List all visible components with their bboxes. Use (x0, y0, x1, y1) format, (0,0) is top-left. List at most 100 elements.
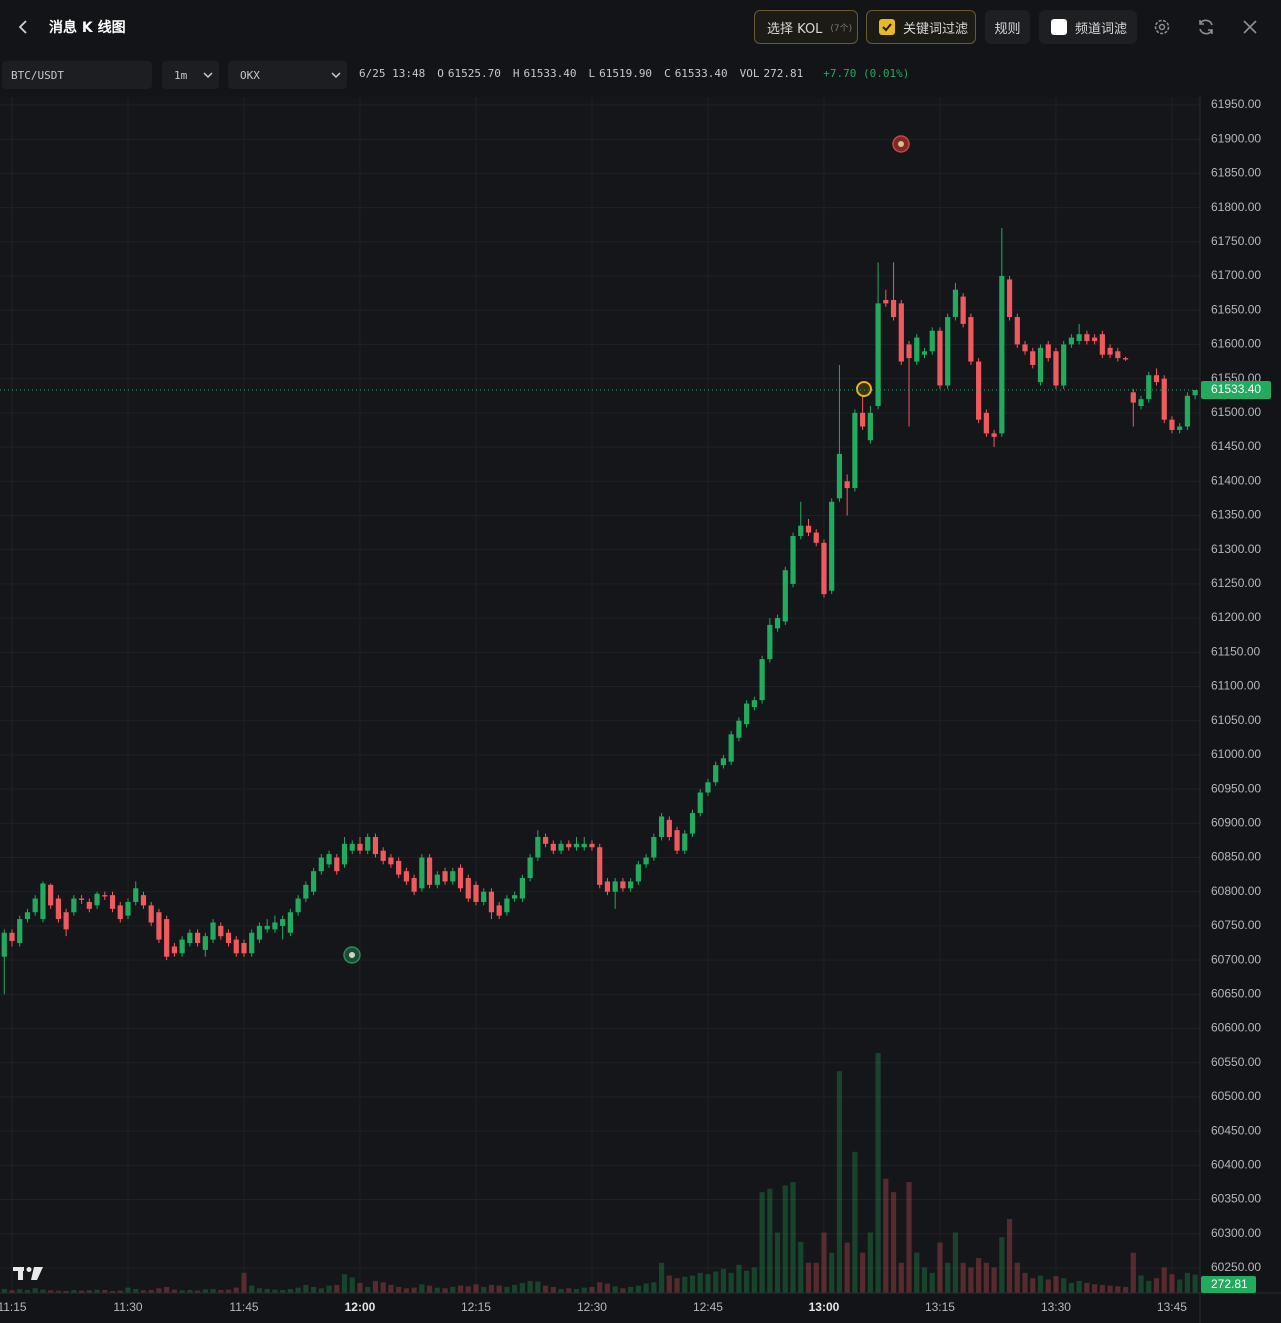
legend-value: 272.81 (763, 67, 804, 80)
refresh-icon[interactable] (1197, 18, 1215, 36)
x-tick-label: 13:15 (925, 1300, 955, 1314)
news-marker[interactable] (856, 381, 872, 397)
kol-button[interactable]: 选择 KOL (7个) (754, 10, 858, 44)
volume-bar (852, 1151, 858, 1293)
volume-bar (1169, 1274, 1175, 1293)
candle-body (512, 895, 518, 899)
checkbox-unchecked[interactable] (1051, 19, 1067, 35)
volume-bar (713, 1271, 719, 1293)
candle-body (535, 836, 541, 858)
volume-bar (728, 1272, 734, 1293)
volume-bar (102, 1289, 108, 1293)
back-button[interactable] (16, 19, 30, 35)
candle-body (457, 867, 464, 889)
legend-value: 61519.90 (599, 67, 653, 80)
candle-body (674, 830, 680, 851)
y-tick-label: 61450.00 (1211, 439, 1261, 453)
y-tick-label: 60400.00 (1211, 1158, 1261, 1172)
volume-bar (17, 1289, 23, 1293)
candle-body (341, 843, 348, 865)
volume-bar (1092, 1284, 1098, 1293)
candle-body (566, 843, 572, 848)
candle-body (156, 912, 162, 940)
candle-body (310, 871, 317, 892)
candle-body (473, 884, 479, 902)
volume-bar (612, 1286, 618, 1293)
volume-bar (1068, 1282, 1075, 1293)
volume-bar (457, 1285, 464, 1293)
candle-body (736, 720, 742, 738)
volume-bar (349, 1277, 355, 1293)
close-icon[interactable] (1242, 19, 1258, 35)
candle-body (519, 878, 525, 899)
symbol-input[interactable]: BTC/USDT (2, 61, 152, 89)
channel-filter[interactable]: 频道词滤 (1039, 10, 1137, 44)
candle-body (1014, 317, 1020, 345)
volume-bar (960, 1262, 966, 1293)
candle-body (249, 932, 255, 954)
volume-bar (326, 1285, 332, 1293)
volume-bar (883, 1178, 889, 1293)
volume-bar (519, 1282, 525, 1293)
volume-bar (1130, 1252, 1136, 1293)
candle-body (798, 525, 804, 536)
candle-body (1061, 344, 1067, 386)
y-tick-label: 61050.00 (1211, 713, 1261, 727)
candle-body (1184, 395, 1191, 427)
checkbox-checked[interactable] (879, 19, 895, 35)
volume-bar (341, 1274, 348, 1293)
candle-body (71, 898, 77, 913)
candle-body (55, 898, 61, 920)
volume-bar (179, 1290, 185, 1293)
volume-bar (1061, 1278, 1067, 1293)
settings-icon[interactable] (1153, 18, 1171, 36)
candle-body (94, 893, 100, 906)
candle-body (1084, 334, 1090, 342)
volume-bar (473, 1284, 479, 1293)
exchange-select[interactable]: OKX (228, 61, 347, 89)
rules-label: 规则 (994, 21, 1021, 37)
candle-body (542, 836, 549, 844)
volume-bar (187, 1289, 193, 1293)
y-tick-label: 61950.00 (1211, 97, 1261, 111)
volume-bar (164, 1286, 170, 1293)
news-marker-icon (898, 141, 904, 147)
volume-bar (78, 1290, 85, 1293)
volume-bar (566, 1288, 572, 1293)
candle-body (1006, 279, 1013, 318)
volume-bar (357, 1282, 363, 1293)
candle-body (836, 453, 843, 499)
volume-bar (573, 1288, 580, 1293)
candle-body (767, 624, 773, 660)
candle-body (1153, 375, 1160, 383)
y-tick-label: 61400.00 (1211, 473, 1261, 487)
y-tick-label: 60650.00 (1211, 986, 1261, 1000)
volume-bar (929, 1272, 935, 1293)
volume-bar (419, 1284, 425, 1293)
last-price-label: 61533.40 (1211, 382, 1261, 396)
candle-body (419, 857, 425, 889)
legend-label: O (437, 67, 444, 80)
keyword-filter[interactable]: 关键词过滤 (866, 10, 976, 44)
candle-body (1107, 347, 1113, 355)
page-title: 消息 K 线图 (49, 20, 126, 36)
volume-bar (1192, 1274, 1198, 1293)
volume-bar (202, 1289, 208, 1293)
y-tick-label: 60350.00 (1211, 1192, 1261, 1206)
candle-body (396, 860, 402, 875)
volume-bar (71, 1289, 77, 1293)
volume-bar (620, 1288, 626, 1293)
candle-body (774, 618, 781, 629)
candle-body (813, 532, 819, 543)
candle-body (1053, 351, 1059, 386)
legend-value: 61525.70 (447, 67, 501, 80)
rules-button[interactable]: 规则 (985, 10, 1030, 44)
interval-select[interactable]: 1m (162, 61, 219, 89)
candle-body (1068, 337, 1075, 345)
candle-body (210, 922, 216, 940)
candle-body (481, 891, 487, 902)
candle-body (372, 836, 379, 855)
symbol: BTC/USDT (11, 68, 64, 82)
volume-bar (411, 1287, 417, 1293)
volume-bar (388, 1284, 394, 1293)
